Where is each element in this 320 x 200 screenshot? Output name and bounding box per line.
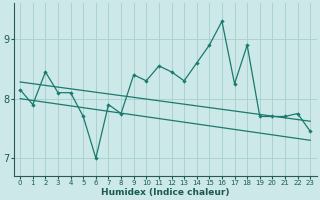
X-axis label: Humidex (Indice chaleur): Humidex (Indice chaleur) [101,188,229,197]
